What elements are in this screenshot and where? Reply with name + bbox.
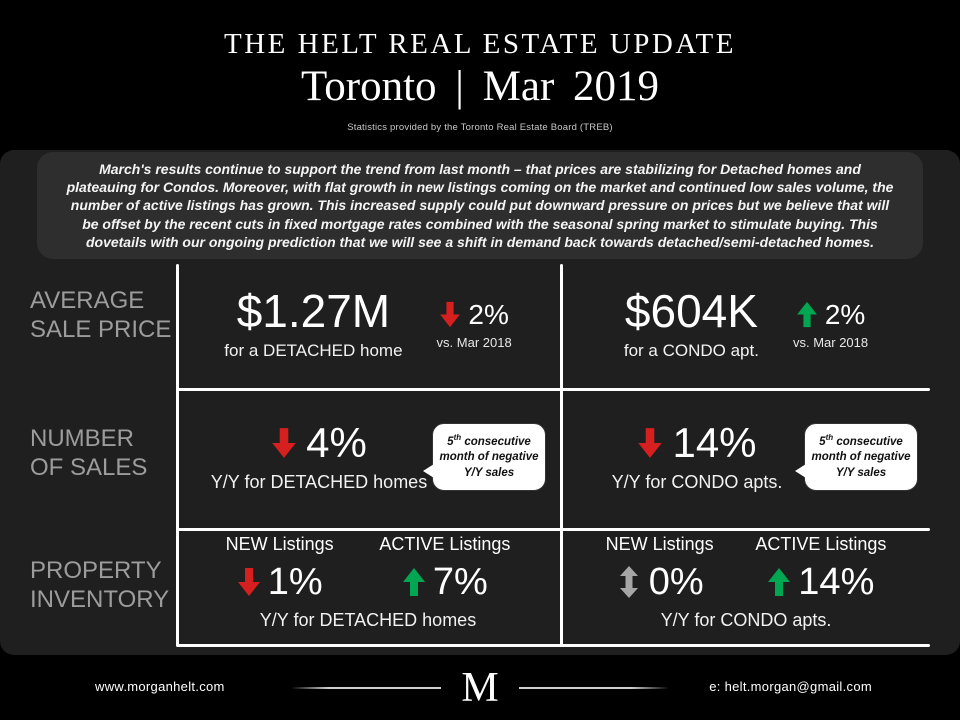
detached-price-change: 2% vs. Mar 2018 — [437, 299, 512, 350]
inventory-detached-caption: Y/Y for DETACHED homes — [259, 610, 477, 630]
inventory-detached-panel: NEW Listings 1% ACTIVE Listings 7% Y/Y f… — [180, 534, 556, 642]
callout-bubble: 5th consecutive month of negative Y/Y sa… — [795, 422, 918, 492]
detached-new-value: 1% — [267, 561, 323, 603]
detached-price-value: $1.27M — [236, 285, 391, 338]
inventory-condo-panel: NEW Listings 0% ACTIVE Listings 14% Y/Y … — [564, 534, 928, 642]
summary-box: March's results continue to support the … — [37, 152, 923, 259]
footer — [0, 655, 960, 720]
callout-text: 5th consecutive month of negative Y/Y sa… — [439, 432, 539, 479]
new-listings-header: NEW Listings — [225, 534, 334, 554]
callout-bubble: 5th consecutive month of negative Y/Y sa… — [423, 422, 546, 492]
condo-price-change: 2% vs. Mar 2018 — [793, 299, 868, 350]
sales-condo-panel: 14% Y/Y for CONDO apts. 5th consecutive … — [564, 398, 928, 516]
detached-active-value: 7% — [432, 561, 488, 603]
sales-condo-value: 14% — [672, 418, 757, 466]
condo-price-change-value: 2% — [824, 298, 866, 330]
detached-new-listings: NEW Listings 1% — [226, 534, 334, 601]
website-url: www.morganhelt.com — [95, 679, 225, 694]
section-label-average-sale-price: AVERAGE SALE PRICE — [30, 287, 172, 344]
divider-center-vertical — [560, 264, 563, 646]
section-label-number-of-sales: NUMBER OF SALES — [30, 425, 148, 482]
condo-new-listings: NEW Listings 0% — [606, 534, 714, 601]
detached-price-caption: for a DETACHED home — [224, 340, 403, 360]
detached-active-listings: ACTIVE Listings 7% — [379, 534, 510, 601]
sales-condo-caption: Y/Y for CONDO apts. — [611, 471, 783, 492]
sales-detached-caption: Y/Y for DETACHED homes — [210, 471, 428, 492]
source-note: Statistics provided by the Toronto Real … — [347, 122, 613, 133]
email-address: e: helt.morgan@gmail.com — [709, 679, 872, 694]
avg-price-detached-panel: $1.27M for a DETACHED home 2% vs. Mar 20… — [180, 268, 556, 380]
down-arrow-icon — [237, 568, 260, 596]
condo-price-change-caption: vs. Mar 2018 — [792, 334, 869, 350]
condo-new-value: 0% — [648, 561, 704, 603]
divider-row3-bottom — [176, 644, 930, 647]
divider-row1-bottom — [176, 388, 930, 391]
up-arrow-icon — [796, 301, 817, 328]
page-title: THE HELT REAL ESTATE UPDATE — [224, 28, 736, 60]
detached-price-change-value: 2% — [468, 298, 509, 330]
active-listings-header: ACTIVE Listings — [379, 534, 511, 554]
condo-active-value: 14% — [798, 561, 875, 603]
up-arrow-icon — [768, 568, 791, 596]
inventory-condo-caption: Y/Y for CONDO apts. — [660, 610, 832, 630]
new-listings-header: NEW Listings — [605, 534, 714, 554]
sales-condo-stat: 14% Y/Y for CONDO apts. — [590, 418, 804, 493]
divider-row2-bottom — [176, 528, 930, 531]
sales-detached-panel: 4% Y/Y for DETACHED homes 5th consecutiv… — [180, 398, 556, 516]
detached-price-change-caption: vs. Mar 2018 — [436, 334, 512, 350]
divider-left-vertical — [176, 264, 179, 646]
down-arrow-icon — [440, 301, 461, 328]
section-label-property-inventory: PROPERTY INVENTORY — [30, 557, 170, 614]
condo-active-listings: ACTIVE Listings 14% — [755, 534, 886, 601]
condo-price-caption: for a CONDO apt. — [623, 340, 759, 360]
up-arrow-icon — [402, 568, 425, 596]
condo-price-value: $604K — [624, 285, 758, 338]
up-down-arrow-icon — [619, 566, 638, 598]
down-arrow-icon — [638, 427, 663, 458]
active-listings-header: ACTIVE Listings — [755, 534, 887, 554]
condo-price-stat: $604K for a CONDO apt. — [624, 287, 759, 360]
avg-price-condo-panel: $604K for a CONDO apt. 2% vs. Mar 2018 — [564, 268, 928, 380]
callout-text: 5th consecutive month of negative Y/Y sa… — [811, 432, 911, 479]
sales-detached-stat: 4% Y/Y for DETACHED homes — [206, 418, 432, 493]
sales-detached-value: 4% — [306, 418, 367, 466]
summary-text: March's results continue to support the … — [66, 161, 894, 250]
down-arrow-icon — [272, 427, 296, 458]
detached-price-stat: $1.27M for a DETACHED home — [224, 287, 402, 360]
report-subtitle: Toronto | Mar 2019 — [300, 63, 660, 110]
